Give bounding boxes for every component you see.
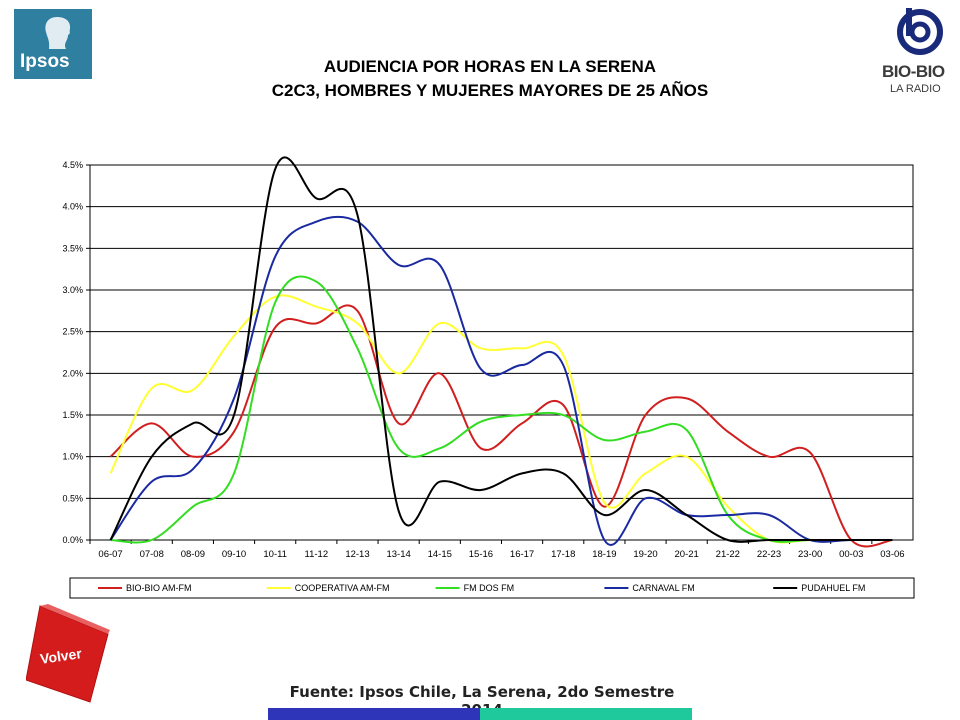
x-tick-label: 19-20 <box>633 549 657 560</box>
y-tick-label: 3.5% <box>62 243 83 253</box>
y-tick-label: 1.0% <box>62 452 83 462</box>
legend-box <box>69 577 915 599</box>
x-tick-label: 07-08 <box>140 549 164 560</box>
biobio-logo-icon <box>897 8 943 55</box>
x-tick-label: 20-21 <box>675 549 699 560</box>
y-tick-label: 2.5% <box>62 327 83 337</box>
legend-label: BIO-BIO AM-FM <box>126 583 192 593</box>
ipsos-head-icon <box>45 17 71 49</box>
series-line-1 <box>109 294 893 544</box>
x-tick-label: 03-06 <box>880 549 904 560</box>
x-tick-label: 09-10 <box>222 549 246 560</box>
volver-button[interactable]: Volver <box>25 604 110 704</box>
series-line-3 <box>109 215 893 546</box>
x-tick-label: 12-13 <box>345 549 369 560</box>
x-tick-label: 11-12 <box>305 549 329 560</box>
x-tick-label: 16-17 <box>510 549 534 560</box>
ipsos-logo: Ipsos <box>14 9 92 79</box>
x-tick-label: 18-19 <box>592 549 616 560</box>
x-tick-label: 22-23 <box>757 549 781 560</box>
legend-label: PUDAHUEL FM <box>801 583 865 593</box>
y-tick-label: 2.0% <box>62 368 83 378</box>
chart-title-line1: AUDIENCIA POR HORAS EN LA SERENA <box>323 57 657 76</box>
y-tick-label: 4.0% <box>62 202 83 212</box>
plot-area <box>89 164 914 541</box>
biobio-logo-text: BIO-BIO <box>882 62 945 81</box>
x-tick-label: 10-11 <box>263 549 287 560</box>
biobio-logo-subtext: LA RADIO <box>890 83 941 95</box>
y-tick-label: 1.5% <box>62 410 83 420</box>
y-tick-label: 4.5% <box>62 160 83 170</box>
series-line-0 <box>109 304 893 548</box>
x-tick-label: 15-16 <box>469 549 493 560</box>
y-tick-label: 3.0% <box>62 285 83 295</box>
x-tick-label: 06-07 <box>98 549 122 560</box>
volver-arrow-icon <box>25 604 110 703</box>
series-line-2 <box>110 275 893 544</box>
y-tick-label: 0.0% <box>62 535 83 545</box>
y-tick-label: 0.5% <box>62 493 83 503</box>
legend-label: FM DOS FM <box>464 583 514 593</box>
legend-label: CARNAVAL FM <box>632 583 694 593</box>
x-tick-label: 00-03 <box>839 549 863 560</box>
ipsos-logo-text: Ipsos <box>20 51 70 72</box>
x-tick-label: 13-14 <box>386 549 410 560</box>
legend-label: COOPERATIVA AM-FM <box>295 583 390 593</box>
x-tick-label: 21-22 <box>716 549 740 560</box>
footer-bar-teal <box>480 708 692 720</box>
footer-bar-blue <box>268 708 480 720</box>
chart-title-line2: C2C3, HOMBRES Y MUJERES MAYORES DE 25 AÑ… <box>271 81 709 100</box>
series-line-4 <box>109 156 893 543</box>
x-tick-label: 23-00 <box>798 549 822 560</box>
x-tick-label: 08-09 <box>181 549 205 560</box>
x-tick-label: 14-15 <box>428 549 452 560</box>
x-tick-label: 17-18 <box>551 549 575 560</box>
